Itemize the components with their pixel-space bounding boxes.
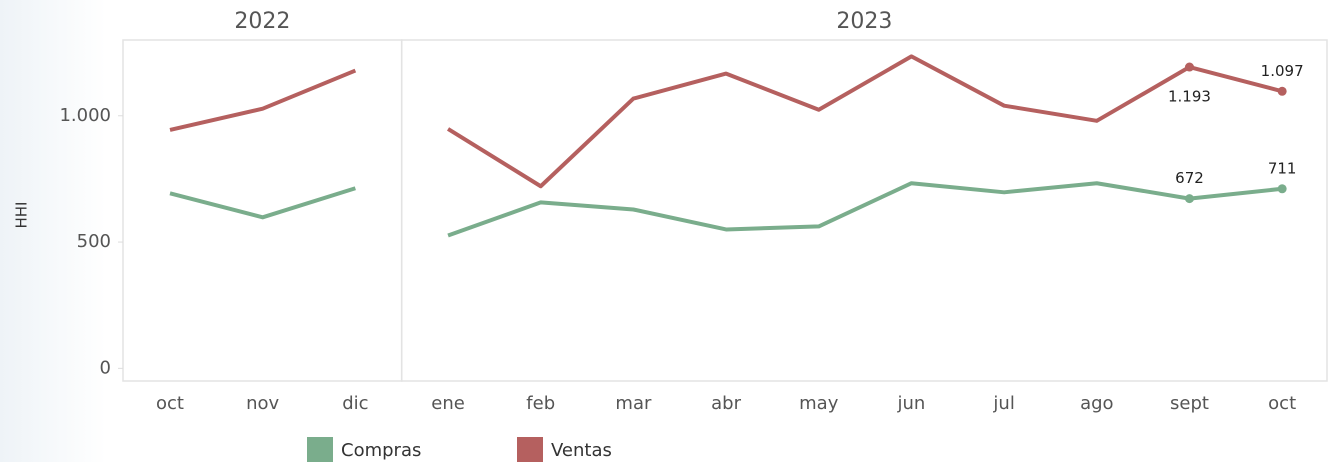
y-axis-title: HHI: [13, 202, 31, 229]
y-tick-label: 0: [100, 357, 111, 378]
x-tick-label: dic: [342, 393, 368, 414]
series-line: [446, 54, 1283, 189]
point: [1184, 194, 1194, 204]
x-tick-label: jun: [897, 393, 926, 414]
group-label: 2023: [836, 9, 892, 34]
data-label: 711: [1268, 159, 1297, 177]
legend-swatch: [517, 437, 543, 462]
x-tick-label: ago: [1080, 393, 1113, 414]
x-tick-label: feb: [526, 393, 555, 414]
point: [1184, 62, 1194, 72]
x-tick-label: oct: [1268, 393, 1296, 414]
x-tick-label: nov: [246, 393, 279, 414]
legend-swatch: [307, 437, 333, 462]
y-tick-label: 500: [77, 231, 111, 252]
y-tick-label: 1.000: [59, 105, 111, 126]
x-tick-label: oct: [156, 393, 184, 414]
point: [1277, 184, 1287, 194]
legend-label: Compras: [341, 440, 421, 461]
data-label: 1.193: [1168, 88, 1211, 106]
x-tick-label: mar: [615, 393, 652, 414]
x-tick-label: jul: [992, 393, 1014, 414]
series-line: [169, 186, 356, 220]
panel: [400, 39, 1328, 382]
x-tick-label: sept: [1170, 393, 1209, 414]
group-label: 2022: [234, 9, 290, 34]
series-line: [169, 68, 357, 132]
x-tick-label: abr: [711, 393, 741, 414]
series-line: [447, 181, 1283, 238]
legend-label: Ventas: [551, 440, 612, 461]
data-label: 1.097: [1261, 62, 1304, 80]
data-label: 672: [1175, 169, 1204, 187]
x-tick-label: ene: [431, 393, 465, 414]
point: [1277, 86, 1287, 96]
x-tick-label: may: [799, 393, 839, 414]
